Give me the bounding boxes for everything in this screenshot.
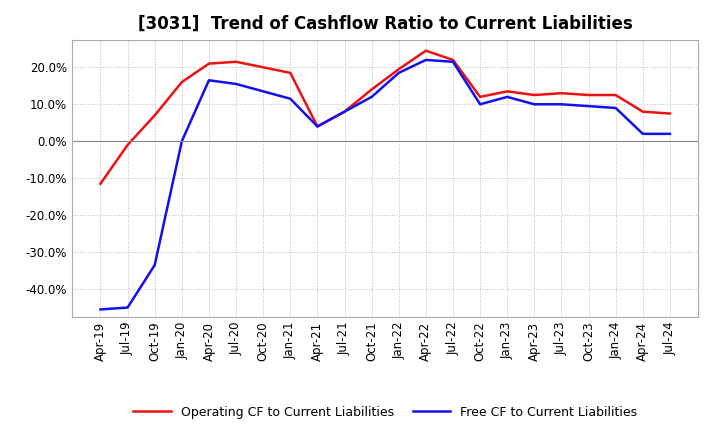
Free CF to Current Liabilities (96, 307, 105, 312)
Operating CF to Current Liabilities (341, 109, 349, 114)
Operating CF to Current Liabilities (150, 113, 159, 118)
Free CF to Current Liabilities (449, 59, 457, 64)
Free CF to Current Liabilities (421, 57, 430, 62)
Free CF to Current Liabilities (341, 109, 349, 114)
Operating CF to Current Liabilities (665, 111, 674, 116)
Free CF to Current Liabilities (178, 139, 186, 144)
Free CF to Current Liabilities (286, 96, 294, 101)
Free CF to Current Liabilities (557, 102, 566, 107)
Free CF to Current Liabilities (611, 105, 620, 110)
Free CF to Current Liabilities (395, 70, 403, 76)
Free CF to Current Liabilities (665, 131, 674, 136)
Free CF to Current Liabilities (367, 94, 376, 99)
Legend: Operating CF to Current Liabilities, Free CF to Current Liabilities: Operating CF to Current Liabilities, Fre… (128, 401, 642, 424)
Operating CF to Current Liabilities (96, 181, 105, 187)
Free CF to Current Liabilities (476, 102, 485, 107)
Operating CF to Current Liabilities (178, 80, 186, 85)
Operating CF to Current Liabilities (259, 65, 268, 70)
Line: Free CF to Current Liabilities: Free CF to Current Liabilities (101, 60, 670, 309)
Operating CF to Current Liabilities (639, 109, 647, 114)
Free CF to Current Liabilities (150, 262, 159, 268)
Operating CF to Current Liabilities (313, 124, 322, 129)
Operating CF to Current Liabilities (286, 70, 294, 76)
Free CF to Current Liabilities (259, 89, 268, 94)
Line: Operating CF to Current Liabilities: Operating CF to Current Liabilities (101, 51, 670, 184)
Operating CF to Current Liabilities (611, 92, 620, 98)
Free CF to Current Liabilities (123, 305, 132, 310)
Free CF to Current Liabilities (584, 103, 593, 109)
Free CF to Current Liabilities (204, 77, 213, 83)
Operating CF to Current Liabilities (503, 89, 511, 94)
Operating CF to Current Liabilities (421, 48, 430, 53)
Operating CF to Current Liabilities (123, 142, 132, 147)
Free CF to Current Liabilities (503, 94, 511, 99)
Operating CF to Current Liabilities (395, 66, 403, 72)
Operating CF to Current Liabilities (367, 87, 376, 92)
Free CF to Current Liabilities (639, 131, 647, 136)
Operating CF to Current Liabilities (204, 61, 213, 66)
Operating CF to Current Liabilities (530, 92, 539, 98)
Operating CF to Current Liabilities (476, 94, 485, 99)
Operating CF to Current Liabilities (584, 92, 593, 98)
Operating CF to Current Liabilities (449, 57, 457, 62)
Free CF to Current Liabilities (530, 102, 539, 107)
Free CF to Current Liabilities (313, 124, 322, 129)
Operating CF to Current Liabilities (232, 59, 240, 64)
Free CF to Current Liabilities (232, 81, 240, 87)
Operating CF to Current Liabilities (557, 91, 566, 96)
Title: [3031]  Trend of Cashflow Ratio to Current Liabilities: [3031] Trend of Cashflow Ratio to Curren… (138, 15, 633, 33)
